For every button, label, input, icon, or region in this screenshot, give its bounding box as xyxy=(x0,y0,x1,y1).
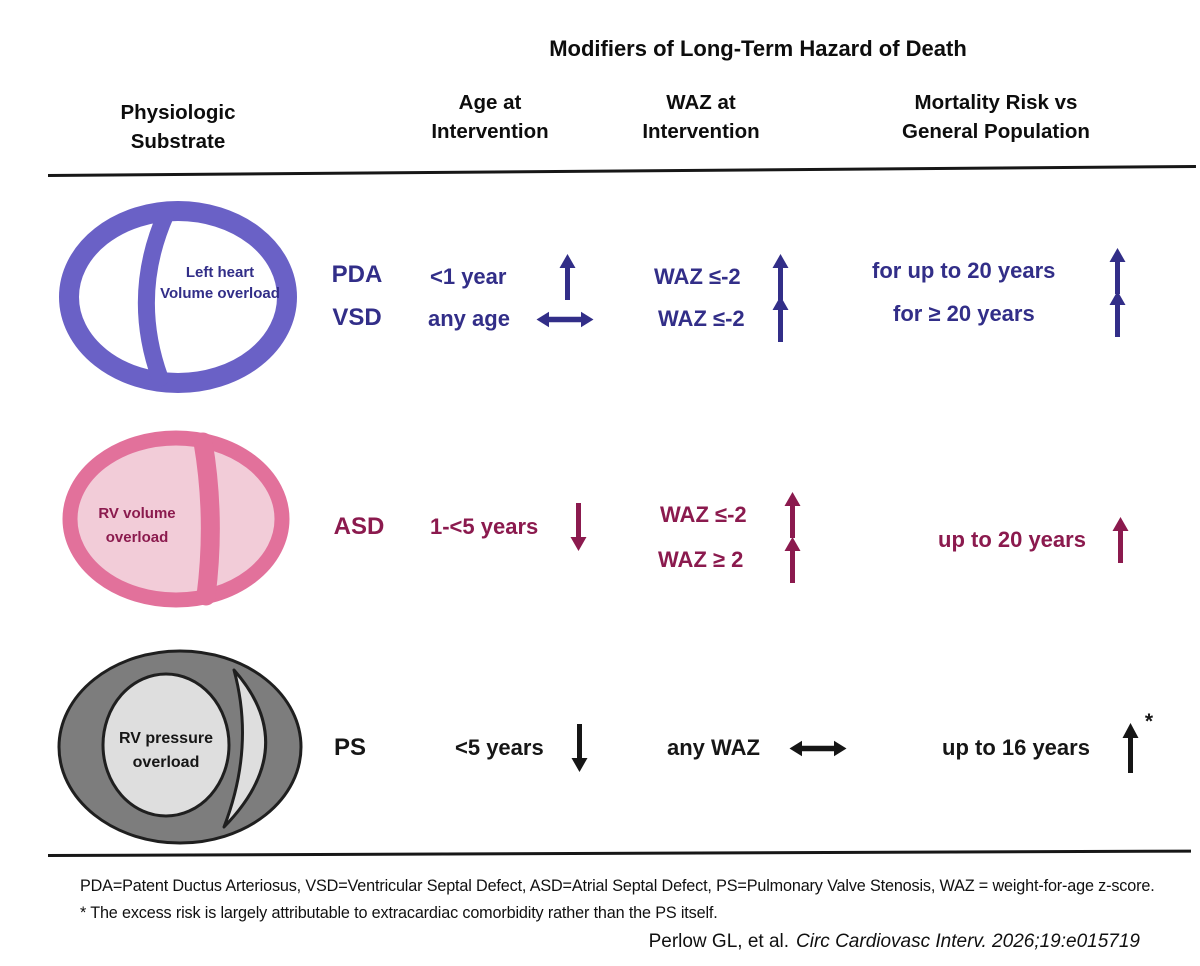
mortality-value: for ≥ 20 years xyxy=(893,301,1035,326)
age-cell-row2: 1-<5 years xyxy=(430,503,587,551)
mortality-cell-row1-line2: for ≥ 20 years xyxy=(893,291,1126,337)
column-header-line: Substrate xyxy=(130,130,226,153)
age-cell-row1-line1: <1 year xyxy=(430,254,576,300)
abbreviations-footnote: PDA=Patent Ductus Arteriosus, VSD=Ventri… xyxy=(80,877,1155,922)
age-cell-row1-line2: any age xyxy=(428,305,594,333)
column-header-line: Intervention xyxy=(431,120,549,143)
up-arrow-icon xyxy=(772,296,789,342)
left-right-arrow-icon xyxy=(536,311,594,327)
age-cell-row3: <5 years xyxy=(455,724,588,772)
waz-cell-row2-line1: WAZ ≤-2 xyxy=(660,492,801,538)
column-header-physiologic-substrate: Physiologic Substrate xyxy=(58,98,298,156)
header-divider-line xyxy=(47,164,1196,177)
up-arrow-icon xyxy=(1109,291,1126,337)
mortality-value: up to 16 years xyxy=(942,735,1090,760)
figure-title: Modifiers of Long-Term Hazard of Death xyxy=(549,36,967,61)
substrate-label-line: overload xyxy=(132,754,200,771)
waz-value: WAZ ≤-2 xyxy=(658,306,745,331)
waz-value: WAZ ≤-2 xyxy=(654,264,741,289)
waz-cell-row1-line2: WAZ ≤-2 xyxy=(658,296,789,342)
substrate-label-line: Left heart xyxy=(185,264,255,281)
up-arrow-icon xyxy=(1122,723,1139,773)
waz-value: WAZ ≤-2 xyxy=(660,502,747,527)
substrate-label-row2: RV volume overload xyxy=(77,502,197,550)
column-header-line: Mortality Risk vs xyxy=(914,91,1078,114)
waz-value: WAZ ≥ 2 xyxy=(658,547,744,572)
mortality-cell-row2: up to 20 years xyxy=(938,517,1129,563)
mortality-cell-row1-line1: for up to 20 years xyxy=(872,248,1126,294)
column-header-line: Intervention xyxy=(642,120,760,143)
column-header-waz-at-intervention: WAZ at Intervention xyxy=(581,88,821,146)
up-arrow-with-footnote-marker: * xyxy=(1122,710,1153,773)
down-arrow-icon xyxy=(571,724,588,772)
substrate-label-row1: Left heart Volume overload xyxy=(146,262,294,304)
lesion-label-vsd: VSD xyxy=(332,304,382,331)
column-header-line: Physiologic xyxy=(120,101,236,124)
mortality-value: for up to 20 years xyxy=(872,258,1056,283)
waz-cell-row2-line2: WAZ ≥ 2 xyxy=(658,537,801,583)
waz-cell-row3: any WAZ xyxy=(667,734,847,762)
column-header-age-at-intervention: Age at Intervention xyxy=(370,88,610,146)
mortality-value: up to 20 years xyxy=(938,527,1086,552)
up-arrow-icon xyxy=(1112,517,1129,563)
up-arrow-icon xyxy=(784,492,801,538)
waz-cell-row1-line1: WAZ ≤-2 xyxy=(654,254,789,300)
substrate-label-line: RV volume xyxy=(98,505,176,522)
footer-divider-line xyxy=(47,849,1191,857)
age-value: <5 years xyxy=(455,735,544,760)
lesion-label-pda: PDA xyxy=(331,261,383,288)
column-header-mortality-risk: Mortality Risk vs General Population xyxy=(845,88,1147,146)
age-value: <1 year xyxy=(430,264,507,289)
substrate-label-line: RV pressure xyxy=(119,730,213,747)
citation: Perlow GL, et al. Circ Cardiovasc Interv.… xyxy=(649,931,1140,953)
footnote-marker: * xyxy=(1144,710,1153,733)
age-value: any age xyxy=(428,306,510,331)
lesion-label-ps: PS xyxy=(333,734,366,761)
substrate-label-row3: RV pressure overload xyxy=(104,727,228,775)
up-arrow-icon xyxy=(772,254,789,300)
substrate-label-line: overload xyxy=(105,529,169,546)
up-arrow-icon xyxy=(784,537,801,583)
up-arrow-icon xyxy=(559,254,576,300)
citation-journal: Circ Cardiovasc Interv. 2026;19:e015719 xyxy=(796,931,1140,952)
left-right-arrow-icon xyxy=(789,740,847,756)
substrate-label-line: Volume overload xyxy=(160,285,280,302)
rv-volume-overload-diagram xyxy=(62,430,290,608)
waz-value: any WAZ xyxy=(667,735,760,760)
down-arrow-icon xyxy=(570,503,587,551)
age-value: 1-<5 years xyxy=(430,514,539,539)
lesion-label-asd: ASD xyxy=(333,513,385,540)
citation-authors: Perlow GL, et al. xyxy=(648,931,790,952)
column-header-line: Age at xyxy=(458,91,522,114)
left-heart-volume-overload-diagram xyxy=(59,201,297,393)
rv-pressure-overload-diagram xyxy=(57,649,303,845)
column-header-line: WAZ at xyxy=(666,91,736,114)
mortality-cell-row3: up to 16 years * xyxy=(942,710,1153,773)
up-arrow-icon xyxy=(1109,248,1126,294)
column-header-line: General Population xyxy=(902,120,1090,143)
